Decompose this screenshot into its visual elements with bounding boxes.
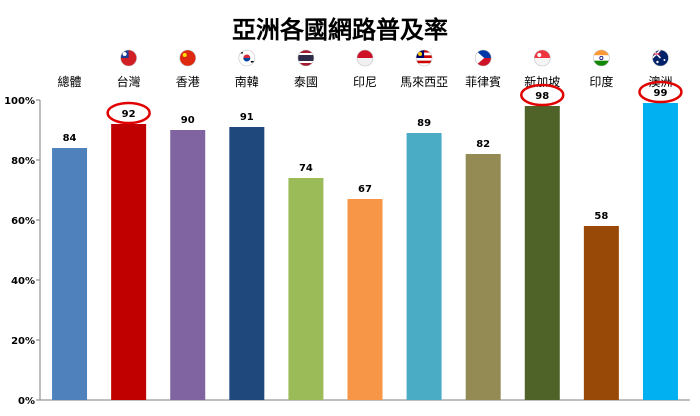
axes: 0% 20% 40% 60% 80% 100% xyxy=(4,96,690,407)
indonesia-flag-icon xyxy=(356,49,374,67)
bar xyxy=(406,133,442,400)
taiwan-flag-icon xyxy=(120,49,137,67)
y-tick-label: 60% xyxy=(11,216,35,227)
category-label: 南韓 xyxy=(235,74,259,89)
bar-value-label: 90 xyxy=(181,115,195,126)
philippines-flag-icon xyxy=(474,49,492,67)
highlight-ellipse xyxy=(638,80,683,104)
bar xyxy=(524,106,560,400)
thailand-flag-icon xyxy=(297,49,315,67)
bar-value-label: 91 xyxy=(240,112,254,123)
category-label: 印度 xyxy=(589,74,613,89)
malaysia-flag-icon xyxy=(415,49,433,67)
australia-flag-icon xyxy=(652,49,669,67)
y-tick-label: 80% xyxy=(11,156,35,167)
category-label: 總體 xyxy=(58,74,82,89)
category-label: 台灣 xyxy=(117,74,141,89)
y-tick-label: 40% xyxy=(11,276,35,287)
bar-value-label: 58 xyxy=(594,211,608,222)
highlight-ellipse xyxy=(520,83,565,107)
y-tick-label: 0% xyxy=(18,396,35,407)
bar-value-label: 67 xyxy=(358,184,372,195)
india-flag-icon xyxy=(593,49,610,67)
bar xyxy=(229,127,265,400)
chart-title: 亞洲各國網路普及率 xyxy=(232,16,448,44)
bar xyxy=(288,178,324,400)
bar xyxy=(347,199,383,400)
south-korea-flag-icon xyxy=(238,49,256,67)
category-labels: 總體 台灣 香港 南韓 泰國 印尼 馬來西亞 菲律賓 新加坡 印度 澳洲 xyxy=(58,74,673,89)
bar xyxy=(170,130,206,400)
bar xyxy=(52,148,88,400)
bars: 84 92 90 91 74 67 89 82 98 58 99 xyxy=(52,88,678,400)
flags xyxy=(120,49,669,67)
category-label: 印尼 xyxy=(353,75,377,89)
bar-value-label: 82 xyxy=(476,139,490,150)
bar xyxy=(642,103,678,400)
bar-value-label: 84 xyxy=(63,133,77,144)
bar xyxy=(111,124,147,400)
y-tick-label: 100% xyxy=(4,96,35,107)
singapore-flag-icon xyxy=(533,49,551,67)
bar xyxy=(465,154,501,400)
y-tick-label: 20% xyxy=(11,336,35,347)
bar-value-label: 98 xyxy=(535,91,549,102)
bar-value-label: 99 xyxy=(653,88,667,99)
category-label: 泰國 xyxy=(294,75,318,89)
bar-value-label: 89 xyxy=(417,118,431,129)
category-label: 香港 xyxy=(176,75,200,89)
category-label: 馬來西亞 xyxy=(400,75,448,89)
bar xyxy=(583,226,619,400)
bar-value-label: 74 xyxy=(299,163,313,174)
china-flag-icon xyxy=(179,49,197,67)
category-label: 菲律賓 xyxy=(465,74,501,89)
highlight-ellipse xyxy=(106,101,151,125)
highlights xyxy=(106,80,683,125)
bar-value-label: 92 xyxy=(122,109,136,120)
